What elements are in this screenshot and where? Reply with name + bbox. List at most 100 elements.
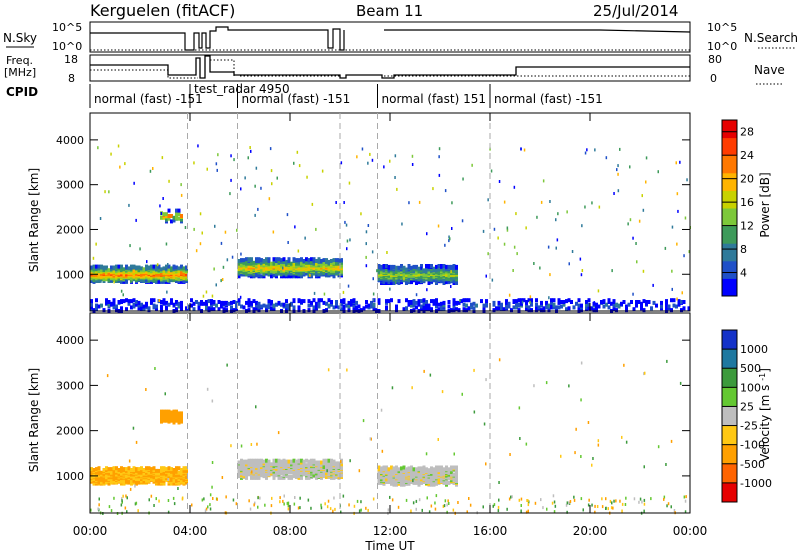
velocity-noise-cell (255, 405, 257, 409)
power-noise-cell (597, 289, 600, 293)
power-cell (512, 299, 516, 304)
velocity-colorbar-band (722, 463, 737, 484)
velocity-noise-cell (446, 510, 448, 514)
power-cell (325, 308, 328, 313)
power-cell (452, 301, 456, 306)
power-noise-cell (523, 148, 526, 152)
power-noise-cell (555, 218, 557, 222)
power-colorbar-tick-label: 12 (740, 220, 754, 233)
power-cell (287, 257, 291, 262)
power-cell (407, 276, 411, 281)
power-cell (160, 267, 163, 272)
power-colorbar-band (722, 137, 737, 156)
power-cell (275, 261, 278, 266)
power-cell (642, 308, 646, 313)
power-cell (235, 307, 238, 312)
power-cell (552, 302, 556, 307)
velocity-noise-cell (498, 358, 501, 362)
power-cell (272, 261, 276, 266)
power-cell (325, 272, 328, 277)
power-cell (105, 265, 108, 270)
power-cell (345, 303, 348, 308)
power-noise-cell (676, 242, 678, 246)
power-noise-cell (260, 186, 262, 190)
power-cell (445, 264, 448, 269)
power-cell (370, 300, 373, 305)
power-cell (297, 258, 301, 263)
power-noise-cell (581, 224, 583, 228)
velocity-noise-cell (405, 498, 408, 502)
velocity-noise-cell (90, 508, 92, 512)
power-cell (275, 302, 278, 307)
power-noise-cell (159, 204, 161, 208)
power-cell (292, 257, 296, 262)
velocity-noise-cell (297, 506, 300, 510)
y-tick-label: 4000 (56, 334, 84, 347)
power-noise-cell (671, 225, 674, 229)
velocity-cell (175, 469, 178, 474)
power-cell (157, 279, 161, 284)
velocity-noise-cell (279, 496, 281, 500)
power-noise-cell (346, 247, 348, 251)
power-cell (277, 257, 281, 262)
power-cell (672, 298, 676, 303)
velocity-cell (265, 474, 268, 479)
power-cell (392, 264, 396, 269)
power-cell (367, 303, 371, 308)
power-cell (165, 300, 168, 305)
power-cell (337, 264, 341, 269)
power-cell (452, 307, 456, 312)
power-noise-cell (224, 230, 227, 234)
power-cell (255, 272, 258, 277)
velocity-cell (287, 475, 291, 479)
velocity-noise-cell (415, 507, 417, 511)
velocity-cell (117, 468, 121, 472)
power-cell (97, 269, 101, 274)
power-cell (142, 304, 146, 309)
power-cell (190, 303, 193, 308)
power-noise-cell (383, 165, 385, 169)
velocity-noise-cell (164, 392, 166, 396)
power-cell (610, 301, 613, 306)
power-cell (290, 261, 293, 266)
power-cell (410, 265, 413, 270)
power-cell (580, 303, 583, 308)
power-cell (247, 298, 251, 303)
power-noise-cell (459, 299, 461, 303)
power-cell (162, 275, 166, 280)
power-noise-cell (269, 147, 272, 151)
nsearch-label: N.Search (744, 31, 798, 45)
date-title: 25/Jul/2014 (593, 2, 678, 20)
power-cell (230, 300, 233, 305)
power-noise-cell (594, 148, 596, 152)
velocity-noise-cell (221, 476, 224, 479)
power-noise-cell (130, 280, 132, 284)
power-noise-cell (195, 249, 198, 253)
power-cell (412, 302, 416, 307)
velocity-noise-cell (320, 503, 322, 507)
velocity-cell (445, 465, 448, 470)
velocity-cell (447, 467, 451, 472)
power-noise-cell (641, 194, 643, 198)
power-noise-cell (206, 167, 208, 171)
power-noise-cell (426, 232, 428, 236)
y-tick-label: 2000 (56, 425, 84, 438)
velocity-cell (447, 480, 451, 485)
power-cell (525, 300, 528, 304)
power-noise-cell (676, 192, 679, 196)
power-cell (432, 278, 436, 283)
power-cell (210, 299, 213, 304)
velocity-noise-cell (434, 501, 436, 505)
power-cell (577, 303, 581, 308)
velocity-cell (332, 462, 336, 467)
power-cell (307, 308, 311, 313)
power-noise-cell (529, 300, 531, 304)
nsky-trace (90, 26, 691, 51)
power-cell (450, 264, 453, 269)
power-cell (592, 308, 596, 313)
power-cell (257, 273, 261, 278)
power-cell (347, 307, 351, 312)
power-noise-cell (415, 293, 418, 297)
velocity-noise-cell (619, 499, 621, 503)
power-cell (150, 264, 153, 269)
